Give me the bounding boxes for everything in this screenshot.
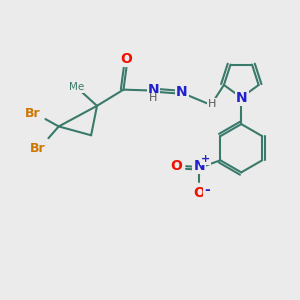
Text: N: N (148, 82, 159, 97)
Text: N: N (176, 85, 188, 99)
Text: H: H (208, 99, 217, 110)
Text: H: H (149, 94, 158, 103)
Text: O: O (170, 159, 182, 173)
Text: Br: Br (30, 142, 46, 155)
Text: N: N (236, 91, 248, 105)
Text: N: N (194, 159, 205, 173)
Text: Br: Br (24, 107, 40, 120)
Text: Me: Me (69, 82, 84, 92)
Text: +: + (201, 154, 210, 164)
Text: O: O (121, 52, 132, 66)
Text: -: - (205, 183, 210, 197)
Text: O: O (193, 186, 205, 200)
